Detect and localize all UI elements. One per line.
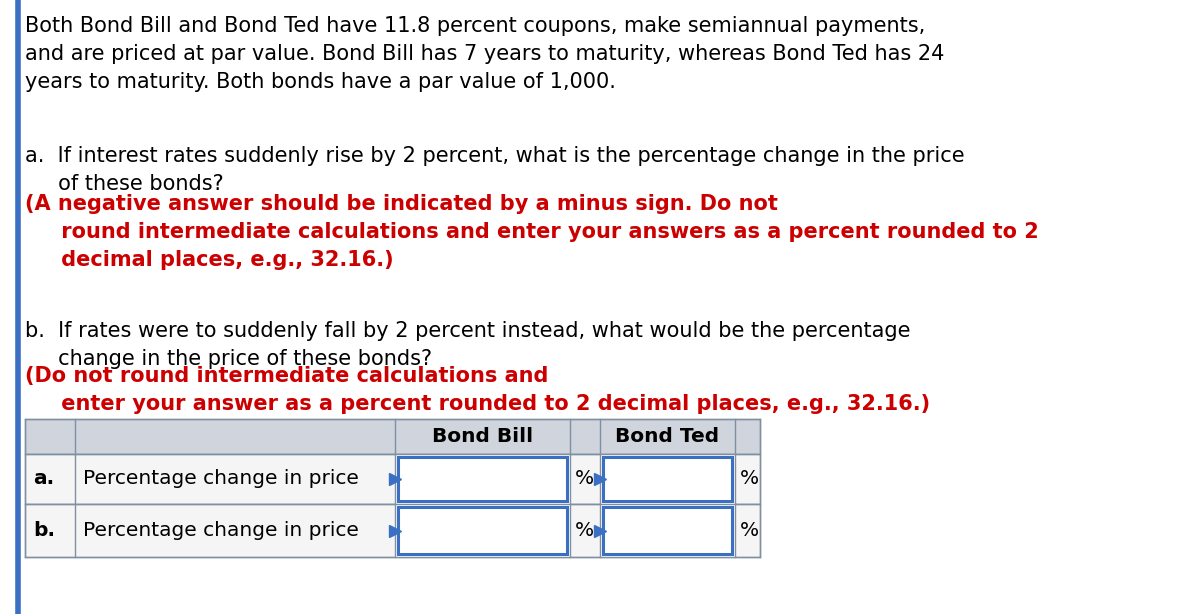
Bar (600, 504, 734, 557)
Text: %: % (575, 470, 594, 489)
Bar (604, 457, 732, 501)
Bar (604, 507, 732, 554)
Bar (398, 457, 568, 501)
Text: a.  If interest rates suddenly rise by 2 percent, what is the percentage change : a. If interest rates suddenly rise by 2 … (25, 146, 965, 194)
Text: b.: b. (34, 521, 55, 540)
Text: Bond Ted: Bond Ted (616, 427, 720, 446)
Text: (Do not round intermediate calculations and
     enter your answer as a percent : (Do not round intermediate calculations … (25, 366, 930, 414)
Text: Bond Bill: Bond Bill (432, 427, 533, 446)
Text: Both Bond Bill and Bond Ted have 11.8 percent coupons, make semiannual payments,: Both Bond Bill and Bond Ted have 11.8 pe… (25, 16, 944, 92)
Bar (395, 454, 570, 504)
Bar (600, 454, 734, 504)
Bar (25, 454, 760, 504)
Text: %: % (575, 521, 594, 540)
Text: %: % (740, 470, 760, 489)
Bar (25, 419, 760, 454)
Bar (25, 504, 760, 557)
Text: %: % (740, 521, 760, 540)
Text: Percentage change in price: Percentage change in price (83, 470, 359, 489)
Text: (A negative answer should be indicated by a minus sign. Do not
     round interm: (A negative answer should be indicated b… (25, 194, 1039, 270)
Text: b.  If rates were to suddenly fall by 2 percent instead, what would be the perce: b. If rates were to suddenly fall by 2 p… (25, 321, 911, 369)
Bar (398, 507, 568, 554)
Text: Percentage change in price: Percentage change in price (83, 521, 359, 540)
Bar (395, 504, 570, 557)
Text: a.: a. (34, 470, 54, 489)
